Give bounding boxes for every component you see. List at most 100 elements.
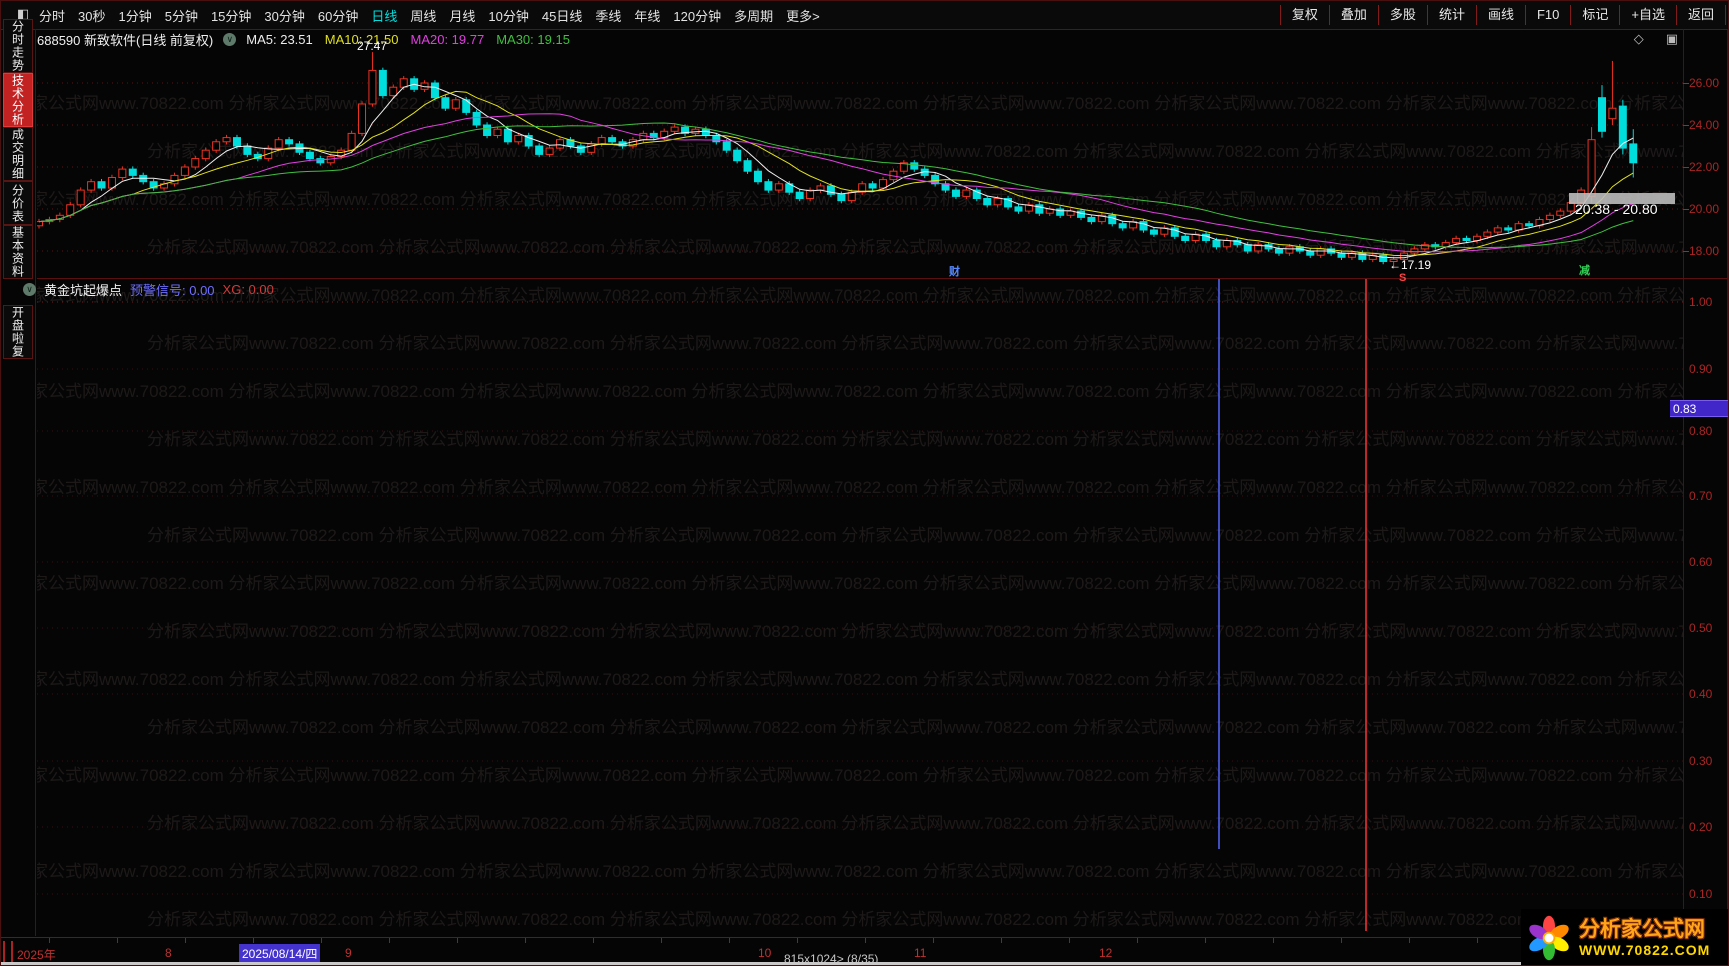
ma-line-20 [38, 113, 1634, 253]
watermark-text: 分析家公式网www.70822.com 分析家公式网www.70822.com … [37, 382, 1683, 401]
candle-body [1181, 235, 1190, 242]
toolbar-button[interactable]: 标记 [1570, 5, 1619, 25]
candle-body [389, 86, 398, 97]
ma-value-label: MA20: 19.77 [410, 31, 485, 47]
timeline-tick [1069, 938, 1070, 943]
candle-body [368, 69, 377, 105]
watermark-text: 分析家公式网www.70822.com 分析家公式网www.70822.com … [37, 478, 1683, 497]
bottom-scroll-strip[interactable] [1, 962, 1524, 965]
sidebar-item[interactable]: 分时走势 [3, 19, 33, 73]
candle-body [983, 198, 992, 206]
toolbar-button[interactable]: 画线 [1475, 5, 1525, 25]
period-tab[interactable]: 60分钟 [317, 8, 359, 24]
timeline-bar[interactable]: 2025年 2025/08/14/四 815x1024> (8/35) 8 9 10… [1, 937, 1728, 966]
toolbar-button[interactable]: 叠加 [1328, 5, 1378, 25]
resize-grip[interactable] [3, 941, 5, 965]
candle-body [514, 135, 523, 143]
period-tab[interactable]: 30秒 [78, 8, 106, 24]
toolbar-button[interactable]: 统计 [1426, 5, 1476, 25]
candle-body [795, 191, 804, 199]
price-axis-label: 24.00 [1689, 118, 1720, 132]
period-tab[interactable]: 季线 [595, 8, 622, 24]
logo-site-url: WWW.70822.COM [1579, 942, 1711, 959]
toolbar-button[interactable]: +自选 [1619, 5, 1676, 25]
timeline-tick [1477, 938, 1478, 943]
price-axis-label: 26.00 [1689, 76, 1720, 90]
event-marker: S [1399, 272, 1407, 284]
timeline-tick [1001, 938, 1002, 943]
candle-body [899, 162, 908, 172]
candle-body [87, 181, 96, 191]
diamond-icon[interactable]: ◇ [1633, 31, 1644, 46]
candle-body [868, 183, 877, 189]
toolbar-buttons: 复权 叠加 多股 统计 画线 F10 标记 +自选 返回 [1279, 1, 1726, 29]
axis-tick-mark [1683, 83, 1689, 84]
sidebar-item[interactable]: 开盘啦复 [3, 305, 33, 359]
toolbar-button[interactable]: F10 [1524, 5, 1570, 25]
watermark-text: 分析家公式网www.70822.com 分析家公式网www.70822.com … [147, 142, 1683, 161]
watermark-layer: 分析家公式网www.70822.com 分析家公式网www.70822.com … [37, 47, 1683, 936]
timeline-tick [1409, 938, 1410, 943]
period-tab[interactable]: 10分钟 [488, 8, 529, 24]
period-tab[interactable]: 月线 [449, 8, 476, 24]
timeline-tick [117, 938, 118, 943]
collapse-indicator-icon[interactable]: ∨ [23, 282, 36, 296]
candle-body [847, 191, 856, 202]
axis-tick-mark [1683, 209, 1689, 210]
sidebar-item[interactable]: 基本资料 [3, 225, 33, 279]
period-tab[interactable]: 多周期 [734, 8, 774, 24]
resize-grip[interactable] [11, 941, 13, 965]
period-tab[interactable]: 分时 [39, 8, 66, 24]
period-tab[interactable]: 1分钟 [118, 8, 152, 24]
indicator-axis-label: 0.50 [1689, 621, 1713, 635]
watermark-text: 分析家公式网www.70822.com 分析家公式网www.70822.com … [37, 190, 1683, 209]
toolbar-button[interactable]: 多股 [1377, 5, 1427, 25]
period-tab[interactable]: 5分钟 [164, 8, 198, 24]
period-tab[interactable]: 更多> [786, 8, 820, 24]
status-resolution-text: 815x1024> (8/35) [784, 952, 879, 966]
right-edge-line [1727, 29, 1728, 936]
candle-body [972, 189, 981, 200]
candle-body [910, 162, 919, 170]
period-tab[interactable]: 日线 [371, 8, 398, 24]
split-panel-icon[interactable]: ▣ [1665, 31, 1678, 46]
candle-body [1087, 216, 1096, 223]
timeline-tick [729, 938, 730, 943]
candle-body [993, 198, 1002, 206]
period-tab[interactable]: 年线 [634, 8, 661, 24]
collapse-chart-icon[interactable]: ∨ [223, 32, 237, 46]
window-icon[interactable]: ◧ [17, 6, 30, 21]
candle-body [837, 193, 846, 202]
candle-body [1545, 214, 1554, 221]
candle-body [118, 168, 127, 178]
indicator-xg-value: XG: 0.00 [222, 281, 274, 297]
sidebar-item[interactable]: 分价表 [3, 181, 33, 225]
candle-body [1379, 254, 1388, 262]
sidebar-item[interactable]: 成交明细 [3, 127, 33, 181]
candle-body [1274, 248, 1283, 254]
price-annotation: 27.47 [357, 39, 388, 53]
indicator-axis-label: 0.20 [1689, 820, 1713, 834]
candlestick-chart-canvas[interactable] [37, 47, 1683, 278]
period-tab[interactable]: 120分钟 [673, 8, 722, 24]
sidebar-item[interactable]: 技术分析 [3, 73, 33, 127]
candle-body [1014, 206, 1023, 212]
candle-body [1139, 221, 1148, 231]
candle-body [274, 139, 283, 149]
candle-body [1097, 214, 1106, 223]
toolbar-button[interactable]: 复权 [1279, 5, 1329, 25]
candle-body [170, 174, 179, 185]
indicator-chart-canvas[interactable] [37, 279, 1683, 936]
candle-body [1243, 244, 1252, 252]
period-tab[interactable]: 15分钟 [210, 8, 252, 24]
period-tab[interactable]: 周线 [410, 8, 437, 24]
period-tab[interactable]: 30分钟 [264, 8, 305, 24]
candle-body [493, 128, 502, 136]
period-tab[interactable]: 45日线 [541, 8, 583, 24]
timeline-tick [253, 938, 254, 943]
candle-body [608, 137, 617, 143]
candle-body [1608, 107, 1617, 120]
indicator-axis-label: 0.90 [1689, 362, 1713, 376]
timeline-tick [49, 938, 50, 943]
toolbar-button[interactable]: 返回 [1675, 5, 1726, 25]
